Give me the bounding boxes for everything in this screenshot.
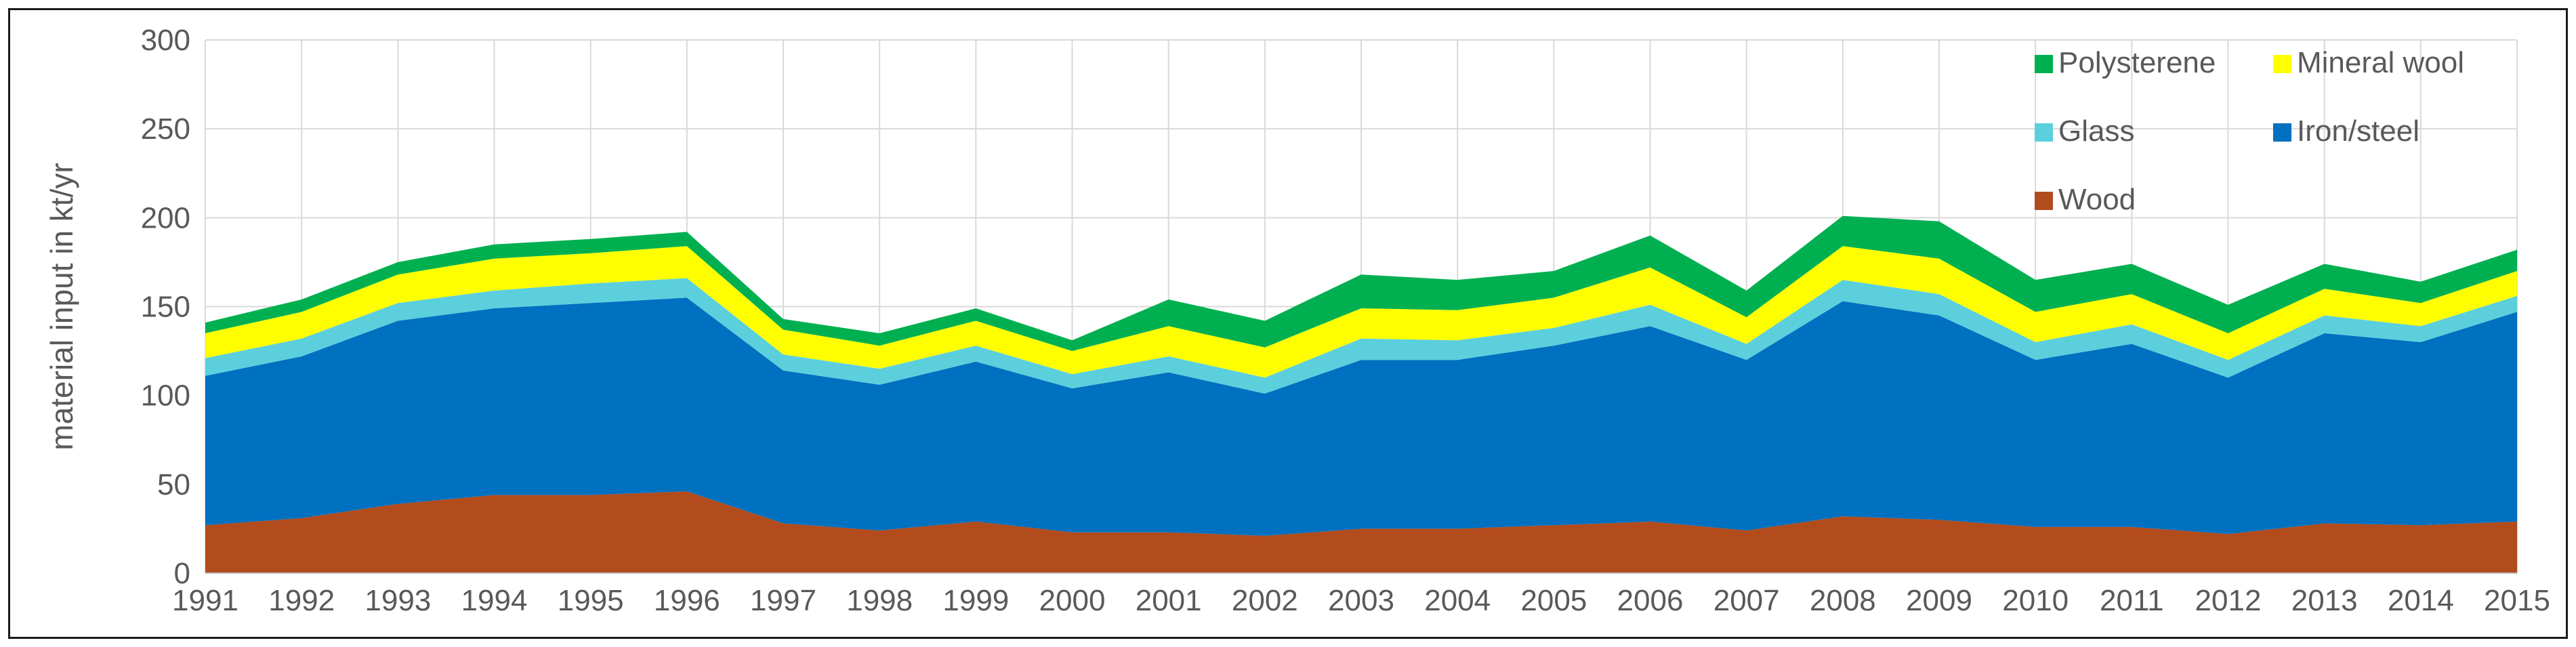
x-tick-label-1992: 1992 xyxy=(268,584,335,617)
legend-label-glass: Glass xyxy=(2058,114,2134,148)
y-tick-label-300: 300 xyxy=(141,24,190,57)
legend-label-polysterene: Polysterene xyxy=(2058,46,2216,79)
legend-label-mineral-wool: Mineral wool xyxy=(2297,46,2464,79)
x-tick-label-1995: 1995 xyxy=(558,584,624,617)
area-polysterene xyxy=(205,215,2517,352)
x-tick-label-2008: 2008 xyxy=(1810,584,1876,617)
x-tick-label-2006: 2006 xyxy=(1617,584,1684,617)
area-wood xyxy=(205,491,2517,573)
chart-frame: 0 50 100 150 200 250 300 1991 1992 1993 1994 1995 19… xyxy=(8,8,2568,639)
x-tick-label-2007: 2007 xyxy=(1713,584,1780,617)
x-tick-label-2000: 2000 xyxy=(1039,584,1106,617)
y-tick-label-250: 250 xyxy=(141,112,190,146)
x-tick-label-2010: 2010 xyxy=(2002,584,2069,617)
x-tick-label-1999: 1999 xyxy=(942,584,1009,617)
x-tick-label-2001: 2001 xyxy=(1136,584,1202,617)
x-tick-label-1998: 1998 xyxy=(846,584,913,617)
legend-swatch-mineral-wool xyxy=(2273,55,2291,73)
x-tick-label-2011: 2011 xyxy=(2100,584,2164,617)
x-tick-label-2005: 2005 xyxy=(1520,584,1587,617)
x-tick-label-1997: 1997 xyxy=(750,584,816,617)
legend-swatch-iron-steel xyxy=(2273,123,2291,142)
plot-areas xyxy=(205,215,2517,573)
x-tick-label-1991: 1991 xyxy=(172,584,238,617)
x-tick-label-1996: 1996 xyxy=(654,584,720,617)
area-mineral-wool xyxy=(205,246,2517,378)
x-tick-label-2004: 2004 xyxy=(1424,584,1491,617)
y-axis-title: material input in kt/yr xyxy=(44,163,79,450)
x-tick-label-1994: 1994 xyxy=(461,584,528,617)
y-tick-label-50: 50 xyxy=(157,468,190,501)
legend-swatch-polysterene xyxy=(2035,55,2053,73)
y-tick-label-0: 0 xyxy=(174,557,190,590)
x-tick-label-2009: 2009 xyxy=(1906,584,1972,617)
x-tick-label-2003: 2003 xyxy=(1328,584,1394,617)
x-tick-label-2002: 2002 xyxy=(1232,584,1298,617)
legend-label-iron-steel: Iron/steel xyxy=(2297,114,2419,148)
y-tick-label-100: 100 xyxy=(141,379,190,413)
legend-label-wood: Wood xyxy=(2058,183,2136,216)
stacked-area-chart: 0 50 100 150 200 250 300 1991 1992 1993 1994 1995 19… xyxy=(44,24,2550,617)
area-glass xyxy=(205,278,2517,394)
legend: Polysterene Mineral wool Glass Iron/steel Wo… xyxy=(2035,46,2464,216)
axes: 0 50 100 150 200 250 300 1991 1992 1993 1994 1995 19… xyxy=(141,24,2550,617)
x-tick-label-2013: 2013 xyxy=(2291,584,2358,617)
legend-swatch-wood xyxy=(2035,192,2053,210)
x-tick-label-2012: 2012 xyxy=(2195,584,2262,617)
x-tick-label-2015: 2015 xyxy=(2484,584,2550,617)
x-tick-label-2014: 2014 xyxy=(2388,584,2454,617)
y-tick-label-150: 150 xyxy=(141,291,190,324)
legend-swatch-glass xyxy=(2035,123,2053,142)
x-tick-label-1993: 1993 xyxy=(365,584,431,617)
y-tick-label-200: 200 xyxy=(141,201,190,234)
area-iron-steel xyxy=(205,297,2517,536)
